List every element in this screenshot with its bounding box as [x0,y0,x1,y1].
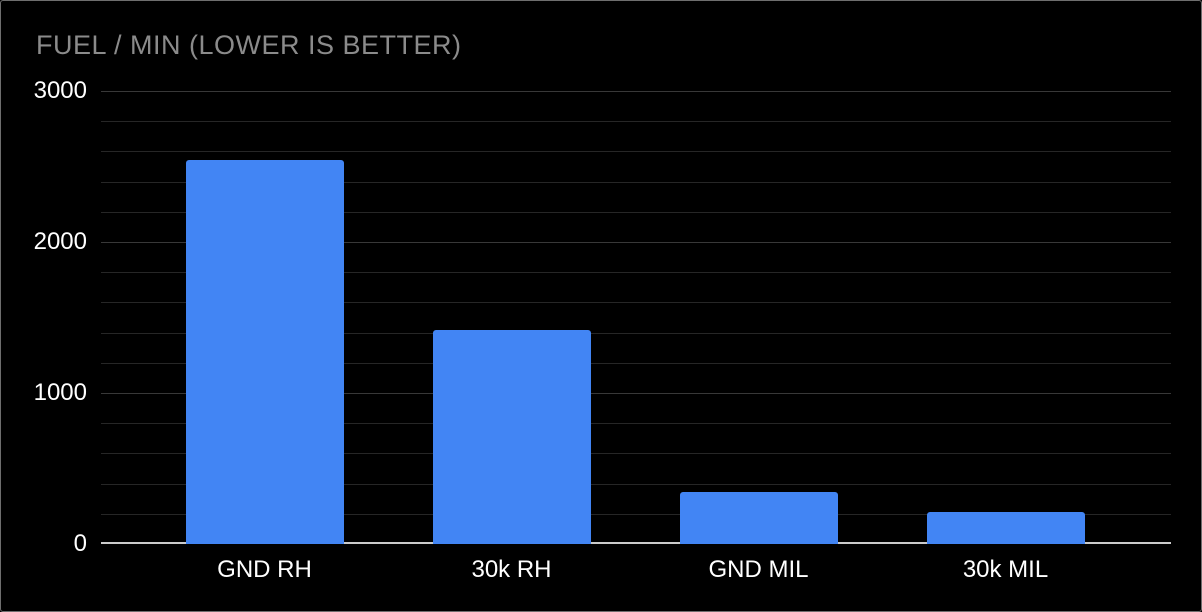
gridline [101,453,1171,454]
x-axis-labels: GND RH 30k RH GND MIL 30k MIL [141,557,1129,583]
gridline [101,212,1171,213]
x-axis-category-label: 30k MIL [962,556,1049,583]
bar-slot-30k MIL [882,91,1129,544]
gridline [101,151,1171,152]
gridline [101,91,1171,92]
gridline [101,393,1171,394]
gridline [101,514,1171,515]
y-axis-tick-label: 1000 [33,379,87,406]
gridline [101,363,1171,364]
gridline [101,423,1171,424]
bar-GND RH[interactable] [185,160,344,544]
x-axis-category-label: GND RH [217,556,312,583]
bar-GND MIL[interactable] [679,492,838,544]
bars-layer [141,91,1129,544]
gridlines-layer [101,91,1171,544]
x-axis-category-label: GND MIL [708,556,809,583]
bar-30k RH[interactable] [432,330,591,544]
gridline [101,121,1171,122]
plot-area [101,91,1171,544]
x-axis-category-label: 30k RH [471,556,552,583]
x-axis-baseline [101,542,1171,544]
bar-slot-30k RH [388,91,635,544]
gridline [101,272,1171,273]
y-axis-tick-label: 2000 [33,228,87,255]
gridline [101,333,1171,334]
bar-slot-GND RH [141,91,388,544]
y-axis-tick-label: 0 [73,530,87,557]
gridline [101,182,1171,183]
chart-title: FUEL / MIN (LOWER IS BETTER) [36,30,462,60]
gridline [101,242,1171,243]
bar-slot-GND MIL [635,91,882,544]
bar-30k MIL[interactable] [926,512,1085,544]
y-axis-tick-label: 3000 [33,77,87,104]
gridline [101,484,1171,485]
gridline [101,302,1171,303]
